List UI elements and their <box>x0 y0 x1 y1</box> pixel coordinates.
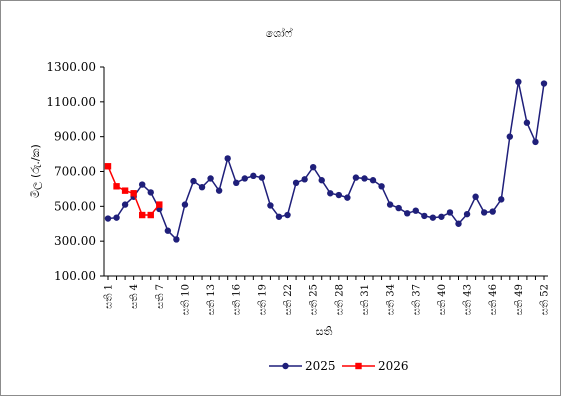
legend-swatch-2026-marker <box>355 362 362 370</box>
data-point-2025-week-48 <box>506 133 514 140</box>
data-point-2025-week-6 <box>147 189 154 196</box>
legend-swatch-2025-marker <box>282 362 289 370</box>
x-tick-label: සති 43 <box>463 284 474 315</box>
y-tick-label: 1300.00 <box>46 60 96 74</box>
y-tick-label: 300.00 <box>54 234 96 248</box>
y-axis-ticks: 100.00 300.00 500.00 700.00 900.00 1100.00 130… <box>46 60 104 283</box>
x-tick-label: සති 4 <box>129 284 140 309</box>
series-line-2025 <box>107 81 545 241</box>
data-point-2025-week-47 <box>498 196 505 203</box>
data-point-2025-week-9 <box>173 236 180 243</box>
x-tick-label: සති 25 <box>309 284 320 315</box>
x-tick-label: සති 10 <box>180 284 191 315</box>
legend-label-2026: 2026 <box>378 359 409 373</box>
data-point-2025-week-22 <box>284 211 291 219</box>
data-point-2026-week-5 <box>138 211 146 219</box>
data-point-2025-week-33 <box>378 183 385 190</box>
data-point-2025-week-2 <box>113 214 120 221</box>
data-point-2025-week-11 <box>190 177 197 185</box>
x-tick-label: සති 7 <box>155 284 166 309</box>
data-point-2025-week-27 <box>327 190 334 197</box>
chart-title: ශෝෆ් <box>266 26 293 40</box>
x-tick-label: සති 37 <box>411 284 422 315</box>
data-point-2026-week-1 <box>104 163 112 170</box>
data-point-2025-week-15 <box>224 155 231 162</box>
data-point-2025-week-42 <box>455 220 462 227</box>
data-point-2025-week-20 <box>267 202 274 209</box>
data-point-2025-week-5 <box>138 181 146 188</box>
x-tick-label: සති 34 <box>386 284 397 315</box>
data-point-2025-week-37 <box>412 207 419 214</box>
data-point-2026-week-6 <box>147 211 154 219</box>
data-point-2025-week-50 <box>523 119 531 126</box>
data-point-2025-week-24 <box>301 176 308 183</box>
data-point-2025-week-43 <box>463 210 471 218</box>
data-point-2025-week-29 <box>344 194 351 201</box>
data-point-2025-week-10 <box>181 201 189 208</box>
x-tick-label: සති 40 <box>437 284 448 315</box>
data-point-2025-week-40 <box>438 213 445 220</box>
data-point-2025-week-41 <box>446 209 454 216</box>
data-point-2025-week-3 <box>121 201 129 208</box>
x-tick-label: සති 1 <box>104 284 115 309</box>
series-layer <box>104 78 548 243</box>
data-point-2025-week-52 <box>540 80 548 87</box>
x-tick-label: සති 49 <box>514 284 525 315</box>
data-point-2025-week-14 <box>215 187 223 194</box>
legend-item-2025: 2025 <box>269 359 336 373</box>
data-point-2025-week-30 <box>352 174 360 181</box>
x-axis-ticks: සති 1 සති 4 සති 7 සති 10 සති 13 සති 16 සති 19 ස… <box>104 276 551 315</box>
data-point-2025-week-44 <box>472 193 479 200</box>
data-point-2025-week-12 <box>198 183 206 191</box>
y-tick-label: 900.00 <box>54 130 96 144</box>
x-tick-label: සති 19 <box>257 284 268 315</box>
data-point-2025-week-1 <box>104 215 112 222</box>
x-tick-label: සති 28 <box>334 284 345 315</box>
x-tick-label: සති 13 <box>206 284 217 315</box>
y-axis-label: මිල (රු./ක) <box>29 144 43 198</box>
x-tick-label: සති 16 <box>232 284 243 315</box>
y-tick-label: 1100.00 <box>46 95 96 109</box>
data-point-2025-week-46 <box>489 208 496 215</box>
x-axis-label: සති <box>316 325 333 338</box>
data-point-2025-week-23 <box>292 179 300 187</box>
y-tick-label: 100.00 <box>54 269 96 283</box>
data-point-2025-week-26 <box>318 177 325 184</box>
x-tick-label: සති 46 <box>488 284 499 315</box>
data-point-2025-week-39 <box>429 214 437 221</box>
data-point-2025-week-31 <box>361 175 368 182</box>
legend-label-2025: 2025 <box>305 359 336 373</box>
x-tick-label: සති 31 <box>360 284 371 315</box>
legend: 2025 2026 <box>269 359 409 373</box>
data-point-2025-week-36 <box>404 210 411 217</box>
data-point-2025-week-38 <box>421 212 428 220</box>
data-point-2025-week-32 <box>369 177 377 184</box>
data-point-2025-week-25 <box>309 163 317 171</box>
data-point-2025-week-45 <box>480 209 488 216</box>
data-point-2025-week-51 <box>532 138 539 146</box>
data-point-2025-week-35 <box>395 204 402 212</box>
data-point-2026-week-4 <box>130 190 137 197</box>
data-point-2025-week-16 <box>233 179 240 187</box>
data-point-2026-week-2 <box>113 183 120 190</box>
data-point-2025-week-28 <box>335 191 343 199</box>
legend-item-2026: 2026 <box>342 359 409 373</box>
y-tick-label: 700.00 <box>54 165 96 179</box>
data-point-2025-week-49 <box>515 78 522 86</box>
data-point-2025-week-34 <box>386 201 394 208</box>
data-point-2026-week-3 <box>121 187 129 194</box>
data-point-2025-week-18 <box>250 172 257 180</box>
data-point-2025-week-13 <box>207 175 214 182</box>
y-tick-label: 500.00 <box>54 199 96 213</box>
data-point-2025-week-17 <box>241 175 248 182</box>
x-tick-label: සති 22 <box>283 284 294 315</box>
data-point-2025-week-19 <box>258 174 266 181</box>
data-point-2026-week-7 <box>156 201 163 208</box>
x-tick-label: සති 52 <box>540 284 551 315</box>
data-point-2025-week-8 <box>164 227 172 234</box>
data-point-2025-week-21 <box>275 213 283 220</box>
